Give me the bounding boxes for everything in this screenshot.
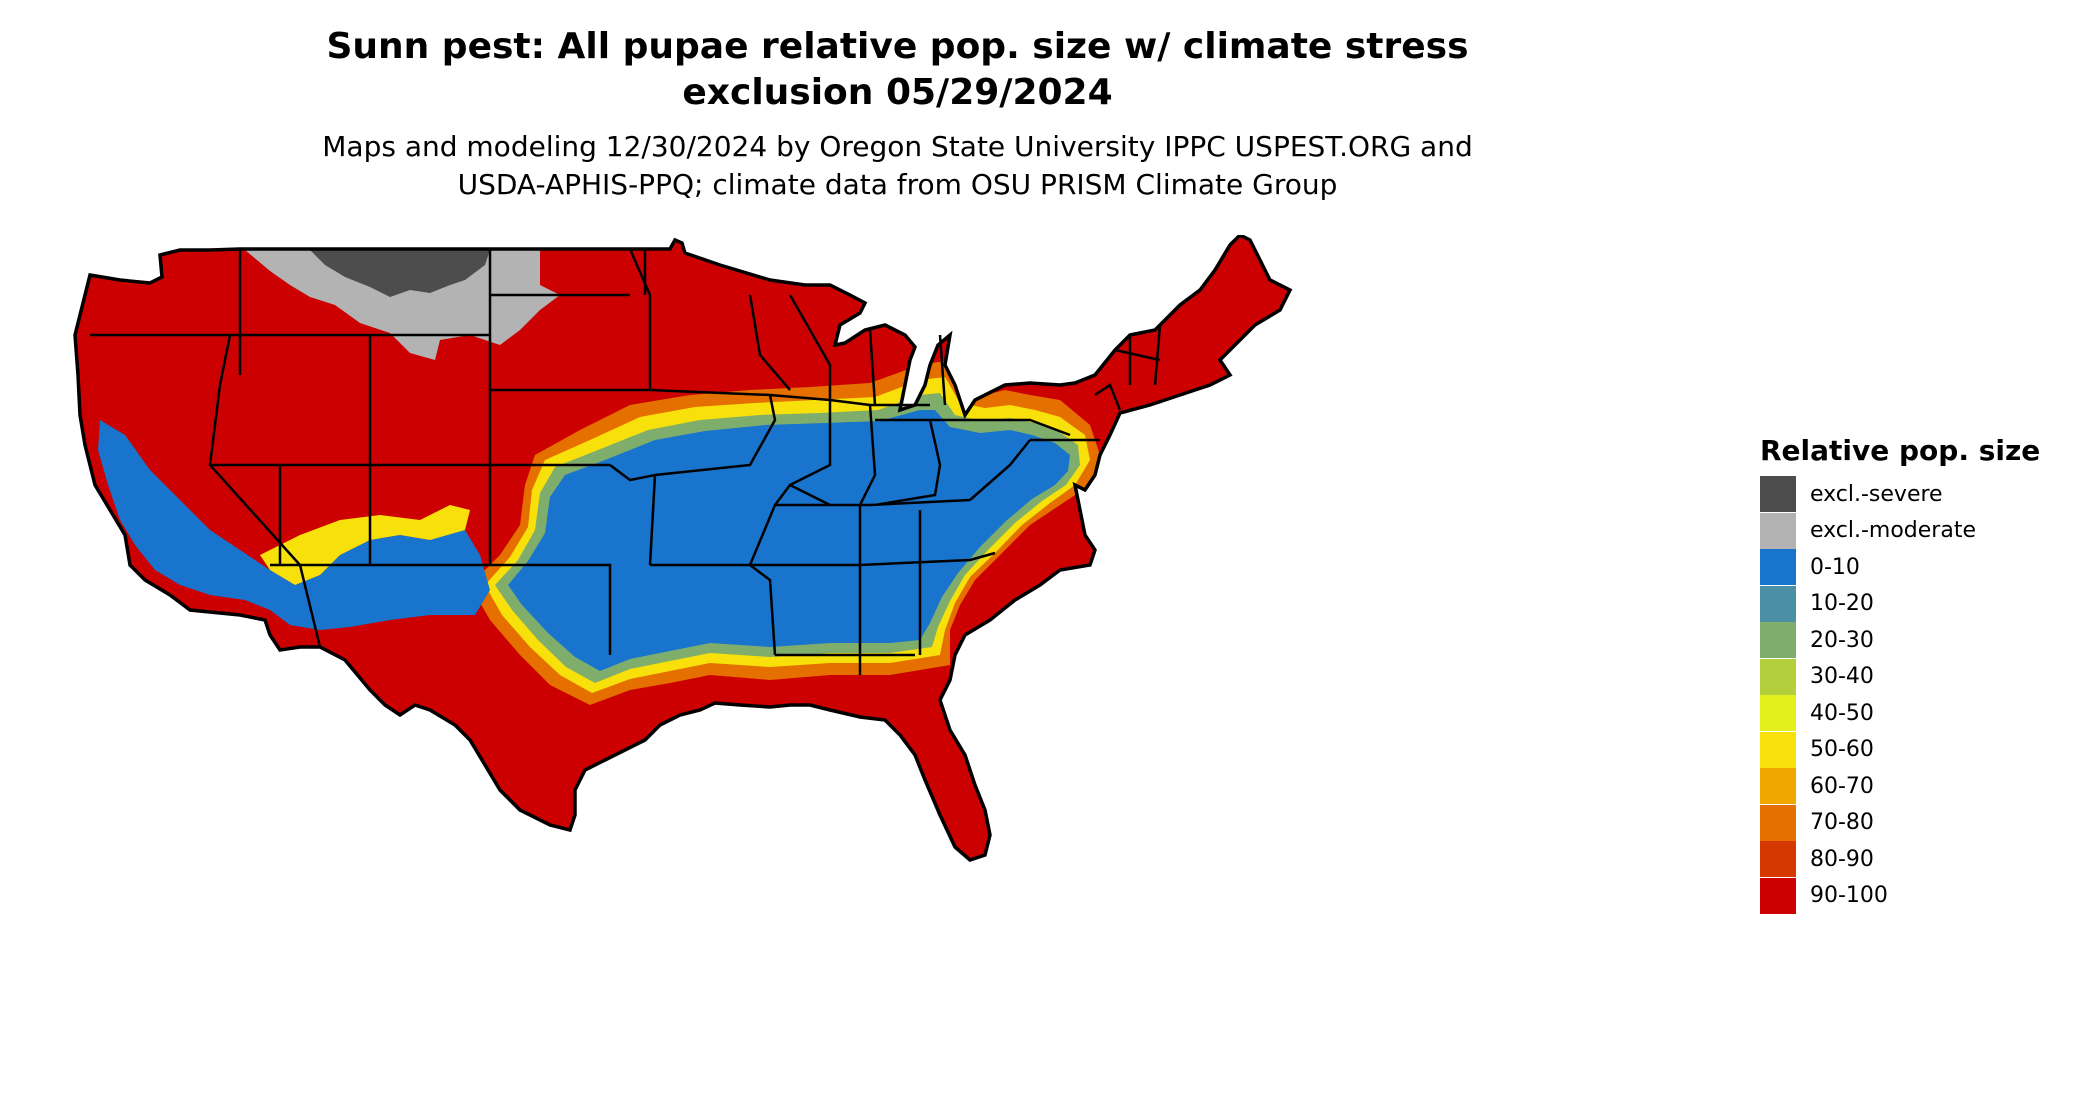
legend-swatch [1760, 512, 1796, 549]
legend-label: 40-50 [1810, 700, 1874, 726]
legend-title: Relative pop. size [1760, 434, 2041, 467]
legend-swatch [1760, 476, 1796, 513]
legend-label: 10-20 [1810, 591, 1874, 617]
legend-item: 10-20 [1760, 585, 2040, 623]
legend-item: 80-90 [1760, 841, 2040, 878]
legend-swatch [1760, 549, 1796, 586]
map-subtitle-line-1: Maps and modeling 12/30/2024 by Oregon S… [322, 130, 1473, 163]
legend-swatch [1760, 658, 1796, 695]
legend-item: 90-100 [1760, 877, 2040, 915]
legend-item: 40-50 [1760, 695, 2040, 732]
legend-swatch [1760, 877, 1796, 914]
legend-swatch [1760, 841, 1796, 878]
southwest-low-risk-region [98, 420, 490, 630]
legend-label: 70-80 [1810, 810, 1874, 836]
legend-label: 90-100 [1810, 883, 1888, 909]
exclusion-moderate-region [245, 250, 560, 360]
legend-swatch [1760, 585, 1796, 622]
legend-label: excl.-severe [1810, 481, 1943, 507]
legend-item: excl.-moderate [1760, 512, 2040, 550]
state-borders [90, 248, 1162, 675]
border-lines [90, 248, 1162, 675]
legend-swatch [1760, 622, 1796, 659]
legend-swatch [1760, 768, 1796, 805]
map-fill-layers [75, 235, 1290, 860]
legend-item: 60-70 [1760, 768, 2040, 805]
map-title-line-1: Sunn pest: All pupae relative pop. size … [326, 26, 1469, 67]
legend-item: 0-10 [1760, 549, 2040, 586]
map-title: Sunn pest: All pupae relative pop. size … [0, 24, 1795, 116]
legend: Relative pop. size excl.-severe excl.-mod… [1760, 434, 2040, 914]
legend-items: excl.-severe excl.-moderate 0-10 10-20 20-30… [1760, 476, 2040, 914]
legend-swatch [1760, 695, 1796, 732]
legend-label: excl.-moderate [1810, 518, 1976, 544]
map-title-line-2: exclusion 05/29/2024 [682, 72, 1113, 113]
us-relative-population-map [73, 235, 1292, 862]
legend-item: 50-60 [1760, 731, 2040, 769]
legend-item: 30-40 [1760, 658, 2040, 696]
legend-label: 0-10 [1810, 554, 1860, 580]
legend-item: excl.-severe [1760, 476, 2040, 513]
legend-label: 20-30 [1810, 627, 1874, 653]
legend-item: 20-30 [1760, 622, 2040, 659]
exclusion-severe-region [310, 250, 490, 297]
legend-swatch [1760, 804, 1796, 841]
legend-label: 50-60 [1810, 737, 1874, 763]
map-subtitle-line-2: USDA-APHIS-PPQ; climate data from OSU PR… [457, 168, 1338, 201]
legend-label: 30-40 [1810, 664, 1874, 690]
legend-swatch [1760, 731, 1796, 768]
map-subtitle: Maps and modeling 12/30/2024 by Oregon S… [0, 128, 1795, 204]
legend-label: 80-90 [1810, 846, 1874, 872]
legend-item: 70-80 [1760, 804, 2040, 842]
legend-label: 60-70 [1810, 773, 1874, 799]
